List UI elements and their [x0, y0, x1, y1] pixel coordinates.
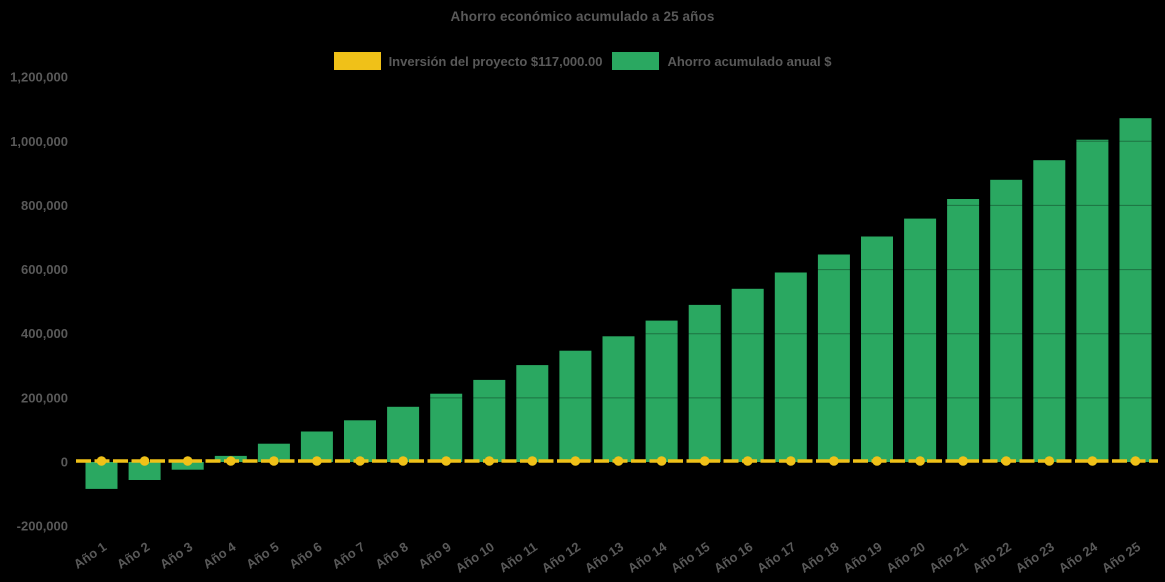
- x-axis-label: Año 13: [582, 539, 626, 576]
- x-axis-label: Año 24: [1056, 539, 1101, 576]
- x-axis-label: Año 1: [71, 539, 109, 572]
- legend-swatch-savings: [612, 52, 660, 70]
- bar: [1119, 118, 1152, 462]
- y-axis-label: 0: [61, 455, 68, 470]
- bar: [817, 254, 850, 462]
- x-axis-label: Año 22: [970, 539, 1014, 576]
- x-axis-label: Año 14: [625, 539, 670, 576]
- investment-line-marker: [829, 456, 839, 466]
- x-axis-label: Año 2: [114, 539, 152, 572]
- investment-line-marker: [226, 456, 236, 466]
- bar: [688, 304, 721, 462]
- investment-line-marker: [699, 456, 710, 466]
- investment-line-marker: [570, 456, 581, 466]
- bar: [430, 393, 463, 462]
- investment-line-marker: [1130, 456, 1141, 466]
- investment-line-marker: [182, 456, 193, 466]
- legend-label-savings: Ahorro acumulado anual $: [667, 53, 832, 69]
- bar: [387, 406, 420, 462]
- bar: [85, 462, 118, 489]
- investment-line-marker: [1044, 456, 1055, 466]
- x-axis-label: Año 21: [926, 539, 970, 576]
- y-axis-label: -200,000: [17, 519, 68, 534]
- investment-line-marker: [872, 456, 882, 466]
- bar: [990, 179, 1023, 463]
- x-axis-label: Año 18: [797, 539, 841, 576]
- investment-line-marker: [484, 456, 495, 466]
- bar: [344, 420, 376, 462]
- bar: [473, 379, 506, 462]
- bar: [602, 336, 635, 462]
- bar: [559, 350, 592, 462]
- investment-line-marker: [441, 456, 452, 466]
- x-axis-label: Año 17: [754, 539, 798, 576]
- x-axis-label: Año 12: [539, 539, 583, 576]
- investment-line-marker: [269, 456, 279, 466]
- legend-swatch-investment: [333, 52, 381, 70]
- bar: [516, 365, 549, 462]
- bar: [1033, 160, 1066, 462]
- bar: [257, 443, 290, 462]
- investment-line-marker: [527, 456, 538, 466]
- y-axis-label: 1,000,000: [10, 134, 68, 149]
- x-axis-label: Año 10: [453, 539, 497, 576]
- investment-line-marker: [398, 456, 408, 466]
- x-axis-label: Año 11: [496, 539, 540, 575]
- investment-line-marker: [1001, 456, 1011, 466]
- investment-line-marker: [656, 456, 667, 466]
- x-axis-label: Año 6: [286, 539, 324, 572]
- bar: [904, 218, 937, 462]
- legend-item-savings: Ahorro acumulado anual $: [612, 52, 831, 70]
- investment-line-marker: [613, 456, 624, 466]
- bar: [774, 272, 807, 462]
- legend-item-investment: Inversión del proyecto $117,000.00: [333, 52, 603, 70]
- investment-line-marker: [958, 456, 968, 466]
- x-axis-label: Año 16: [711, 539, 755, 576]
- bar: [171, 462, 204, 470]
- investment-line-marker: [312, 456, 322, 466]
- bar: [947, 199, 980, 462]
- bar: [1076, 139, 1109, 462]
- bar: [861, 236, 893, 462]
- x-axis-label: Año 7: [329, 539, 367, 572]
- investment-line-marker: [96, 456, 107, 466]
- investment-line-marker: [742, 456, 753, 466]
- investment-line-marker: [786, 456, 796, 466]
- y-axis-label: 200,000: [21, 390, 68, 405]
- investment-line-marker: [1087, 456, 1098, 466]
- investment-line-marker: [139, 456, 150, 466]
- investment-line-marker: [355, 456, 365, 466]
- x-axis-label: Año 8: [372, 539, 410, 572]
- bar: [731, 288, 764, 462]
- chart-title: Ahorro económico acumulado a 25 años: [450, 9, 715, 24]
- x-axis-label: Año 20: [883, 539, 927, 576]
- x-axis-label: Año 9: [416, 539, 454, 572]
- x-axis-label: Año 25: [1099, 539, 1143, 576]
- y-axis-label: 1,200,000: [10, 70, 68, 85]
- x-axis-label: Año 5: [243, 539, 281, 572]
- bar: [128, 462, 161, 480]
- x-axis-label: Año 15: [668, 539, 712, 576]
- legend-label-investment: Inversión del proyecto $117,000.00: [388, 53, 603, 69]
- y-axis-label: 800,000: [21, 198, 68, 213]
- x-axis-label: Año 3: [157, 539, 195, 572]
- x-axis-label: Año 4: [200, 539, 239, 572]
- x-axis-label: Año 19: [840, 539, 884, 576]
- x-axis-label: Año 23: [1013, 539, 1057, 576]
- investment-line-marker: [915, 456, 925, 466]
- bar: [645, 320, 678, 462]
- legend: Inversión del proyecto $117,000.00 Ahorr…: [0, 52, 1165, 70]
- y-axis-label: 400,000: [21, 326, 68, 341]
- y-axis-label: 600,000: [21, 262, 68, 277]
